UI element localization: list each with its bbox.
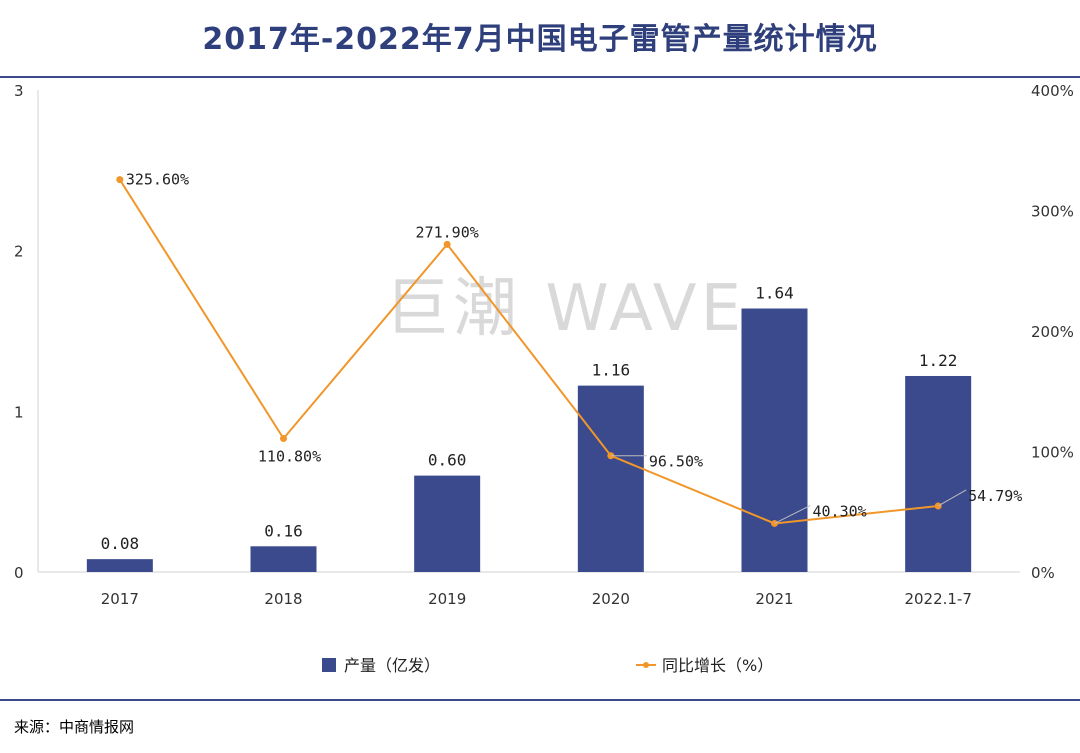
x-tick-label: 2020 bbox=[592, 590, 630, 608]
y-right-tick-label: 0% bbox=[1031, 564, 1055, 582]
y-right-tick-label: 100% bbox=[1031, 444, 1074, 462]
bar bbox=[86, 559, 153, 572]
source-note: 来源：中商情报网 bbox=[14, 718, 135, 736]
bar bbox=[741, 308, 808, 572]
bar-data-label: 0.08 bbox=[101, 534, 140, 553]
line-point bbox=[443, 240, 451, 248]
bar-data-label: 0.60 bbox=[428, 451, 467, 470]
growth-line bbox=[118, 179, 939, 525]
x-tick-label: 2019 bbox=[428, 590, 466, 608]
line-data-label: 54.79% bbox=[968, 487, 1022, 505]
legend-bar-label: 产量（亿发） bbox=[344, 656, 440, 675]
bar bbox=[577, 385, 644, 572]
line-data-label: 110.80% bbox=[258, 447, 321, 465]
line-point bbox=[280, 434, 287, 442]
y-left-tick-label: 2 bbox=[14, 243, 24, 261]
bar bbox=[905, 375, 972, 572]
line-data-label: 271.90% bbox=[416, 223, 479, 241]
line-point bbox=[116, 176, 124, 184]
line-data-label: 96.50% bbox=[649, 453, 703, 471]
bar bbox=[250, 546, 317, 572]
y-left-tick-label: 3 bbox=[14, 82, 24, 100]
x-tick-label: 2022.1-7 bbox=[904, 590, 971, 608]
chart-title: 2017年-2022年7月中国电子雷管产量统计情况 bbox=[202, 22, 878, 57]
line-data-label: 325.60% bbox=[126, 171, 189, 189]
bar-data-label: 1.64 bbox=[755, 284, 794, 303]
bar-data-label: 1.22 bbox=[919, 351, 958, 370]
bar-data-label: 0.16 bbox=[264, 521, 303, 540]
y-left-tick-label: 0 bbox=[14, 564, 24, 582]
legend-bar-swatch bbox=[322, 658, 336, 672]
y-left-tick-label: 1 bbox=[14, 403, 24, 421]
y-right-tick-label: 400% bbox=[1031, 82, 1074, 100]
x-tick-label: 2021 bbox=[755, 590, 793, 608]
line-label-leader bbox=[937, 489, 967, 507]
y-right-tick-label: 200% bbox=[1031, 323, 1074, 341]
legend-line-marker bbox=[643, 662, 649, 668]
legend-line-label: 同比增长（%） bbox=[662, 656, 773, 675]
x-tick-label: 2017 bbox=[101, 590, 139, 608]
line-data-label: 40.30% bbox=[813, 502, 867, 520]
bar-data-label: 1.16 bbox=[592, 361, 631, 380]
watermark: 巨潮 WAVE bbox=[385, 272, 745, 346]
y-right-tick-label: 300% bbox=[1031, 203, 1074, 221]
bar bbox=[414, 475, 481, 572]
x-tick-label: 2018 bbox=[264, 590, 302, 608]
line-label-leader bbox=[774, 504, 811, 524]
